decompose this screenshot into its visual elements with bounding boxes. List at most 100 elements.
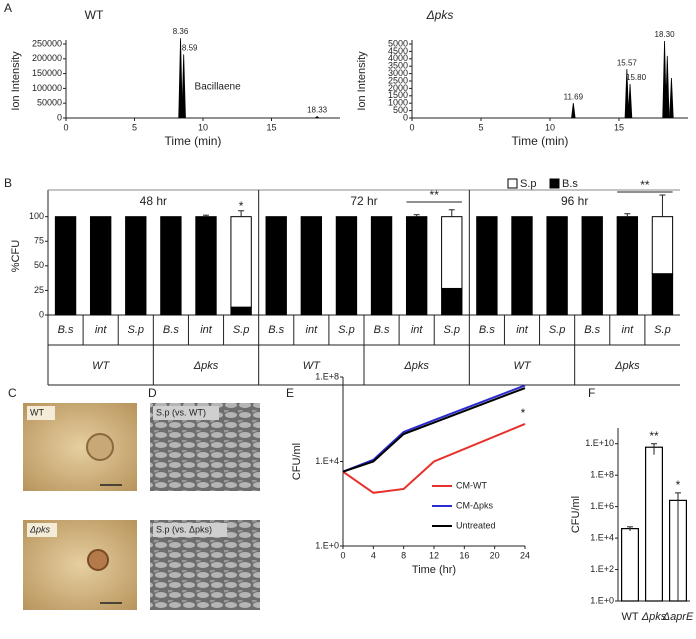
significance: ** [430, 188, 440, 202]
image-label: S.p (vs. Δpks) [156, 524, 212, 534]
colony [87, 549, 109, 571]
legend-swatch [549, 178, 560, 189]
y-tick-label: 1.E+0 [590, 595, 614, 605]
bar [620, 528, 639, 602]
y-axis-label: Ion Intensity [356, 51, 368, 111]
y-tick-label: 1500 [388, 90, 408, 100]
image-tag [153, 406, 219, 420]
y-tick-label: 5000 [388, 38, 408, 48]
image-label: Δpks [29, 524, 51, 534]
period-label: 96 hr [561, 194, 588, 208]
y-tick-label: 75 [34, 236, 44, 246]
group-label: Δpks [193, 360, 219, 372]
chart-title: WT [85, 8, 104, 22]
x-tick-label: B.s [58, 324, 74, 336]
x-tick-label: 24 [520, 550, 530, 560]
peak-label: 18.30 [655, 30, 676, 39]
y-tick-label: 2500 [388, 75, 408, 85]
x-tick-label: int [306, 324, 319, 336]
x-tick-label: 16 [459, 550, 469, 560]
period-label: 72 hr [350, 194, 377, 208]
bar-segment [511, 216, 533, 316]
peak [662, 41, 667, 119]
series-line [342, 423, 526, 494]
x-tick-label: 0 [63, 122, 68, 132]
peak-label: 11.69 [564, 92, 584, 101]
y-tick-label: 1.E+4 [315, 456, 339, 466]
y-tick-label: 3000 [388, 68, 408, 78]
x-tick-label: B.s [479, 324, 495, 336]
bar-segment [581, 216, 603, 316]
peak-label: 8.36 [173, 27, 189, 36]
panel-label: C [8, 386, 17, 400]
y-tick-label: 50 [34, 260, 44, 270]
y-tick-label: 100000 [32, 83, 62, 93]
y-tick-label: 1000 [388, 98, 408, 108]
peak-label: 18.33 [307, 106, 328, 115]
bar-segment [265, 216, 287, 316]
peak [669, 78, 674, 119]
chart-title: Δpks [426, 8, 454, 22]
group-label: WT [303, 360, 321, 372]
y-tick-label: 100 [29, 211, 44, 221]
panel-label: A [4, 1, 12, 15]
peak [627, 83, 633, 119]
y-tick-label: 0 [57, 112, 62, 122]
y-tick-label: 1.E+8 [590, 470, 614, 480]
x-tick-label: B.s [374, 324, 390, 336]
y-tick-label: 200000 [32, 53, 62, 63]
y-axis-label: Ion Intensity [10, 51, 22, 111]
y-tick-label: 1.E+8 [315, 371, 339, 381]
y-tick-label: 4500 [388, 46, 408, 56]
x-tick-label: S.p [233, 324, 250, 336]
x-tick-label: B.s [584, 324, 600, 336]
bar-segment [370, 216, 393, 316]
legend-label: Untreated [456, 520, 496, 530]
y-tick-label: 0 [403, 112, 408, 122]
y-axis-label: %CFU [10, 240, 22, 272]
x-tick-label: Δpks [641, 611, 667, 623]
bar-segment [616, 216, 639, 316]
y-tick-label: 250000 [32, 38, 62, 48]
series-line [342, 384, 526, 473]
period-label: 48 hr [140, 194, 167, 208]
bar [644, 446, 663, 602]
significance: * [676, 478, 681, 492]
x-tick-label: S.p [654, 324, 671, 336]
bar-segment [546, 216, 568, 316]
legend-label: CM-Δpks [456, 500, 494, 510]
x-tick-label: 0 [340, 550, 345, 560]
bar-segment [651, 216, 674, 275]
x-axis-label: Time (min) [165, 134, 222, 148]
panel-label: D [148, 386, 157, 400]
significance: * [239, 199, 244, 213]
x-axis-label: Time (hr) [412, 564, 456, 576]
x-tick-label: B.s [268, 324, 284, 336]
y-tick-label: 1.E+4 [590, 532, 614, 542]
x-axis-label: Time (min) [512, 134, 569, 148]
peak [571, 103, 576, 119]
x-tick-label: B.s [163, 324, 179, 336]
peak [178, 38, 183, 119]
peak [665, 55, 670, 119]
y-tick-label: 3500 [388, 61, 408, 71]
panel-label: B [4, 176, 12, 190]
peak-label: 8.59 [182, 43, 198, 52]
x-tick-label: 8 [401, 550, 406, 560]
y-tick-label: 1.E+10 [585, 438, 614, 448]
series-line [342, 387, 526, 473]
bar-segment [89, 216, 112, 316]
x-tick-label: ΔaprE [662, 611, 694, 623]
legend-label: B.s [562, 178, 578, 190]
legend-label: S.p [520, 178, 537, 190]
group-label: Δpks [403, 360, 429, 372]
peak [624, 69, 630, 119]
bar-segment [195, 216, 217, 316]
colony [86, 433, 114, 461]
x-tick-label: 10 [545, 122, 555, 132]
image-label: S.p (vs. WT) [156, 407, 206, 417]
bar-segment [230, 216, 252, 308]
y-tick-label: 1.E+2 [590, 564, 614, 574]
